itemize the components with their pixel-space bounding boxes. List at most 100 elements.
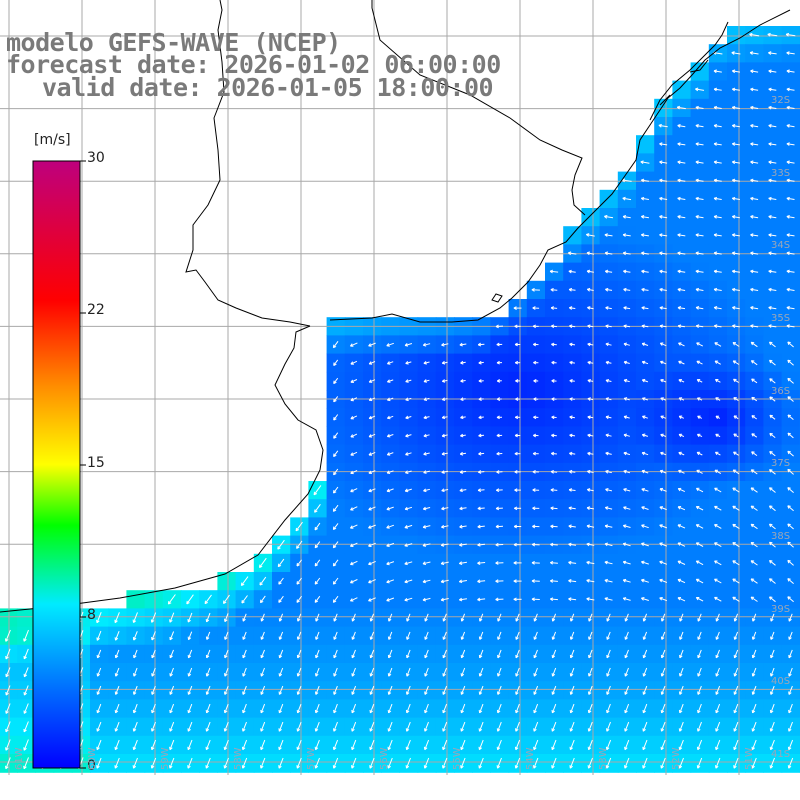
- wind-vector: [441, 415, 448, 420]
- wind-vector: [623, 287, 631, 292]
- wind-vector: [386, 561, 395, 566]
- wind-vector: [606, 685, 611, 695]
- wind-vector: [713, 105, 722, 110]
- wind-vector: [660, 685, 666, 695]
- wind-vector: [224, 685, 229, 695]
- wind-vector: [333, 703, 338, 714]
- wind-vector: [697, 685, 702, 695]
- wind-vector: [386, 506, 394, 511]
- wind-vector: [550, 542, 558, 547]
- wind-vector: [787, 450, 794, 457]
- wind-vector: [751, 378, 758, 384]
- wind-vector: [695, 124, 704, 128]
- wind-vector: [641, 524, 649, 529]
- wind-vector: [169, 721, 175, 732]
- wind-vector: [750, 596, 758, 602]
- wind-vector: [332, 541, 339, 549]
- wind-vector: [641, 597, 649, 601]
- wind-vector: [659, 215, 668, 219]
- wind-vector: [659, 469, 667, 474]
- lat-label-39s: 39S: [771, 604, 791, 615]
- wind-vector: [333, 486, 339, 494]
- wind-vector: [369, 685, 375, 695]
- wind-vector: [750, 341, 758, 348]
- wind-vector: [786, 142, 795, 146]
- wind-vector: [622, 251, 631, 256]
- wind-vector: [750, 160, 759, 165]
- wind-vector: [715, 613, 720, 622]
- wind-vector: [586, 597, 595, 601]
- wind-vector: [423, 433, 430, 438]
- wind-vector: [496, 721, 502, 732]
- wind-vector: [697, 631, 702, 640]
- wind-vector: [114, 721, 120, 732]
- wind-vector: [424, 649, 429, 659]
- colorbar-tick-0: 0: [87, 758, 96, 774]
- wind-vector: [715, 433, 721, 438]
- wind-vector: [697, 415, 703, 419]
- wind-vector: [406, 667, 411, 677]
- wind-vector: [351, 613, 356, 622]
- wind-vector: [641, 306, 649, 310]
- wind-vector: [260, 685, 266, 695]
- wind-vector: [496, 415, 503, 420]
- wind-vector: [605, 287, 613, 292]
- wind-vector: [369, 721, 375, 732]
- wind-vector: [422, 561, 431, 566]
- wind-vector: [423, 379, 430, 383]
- wind-vector: [733, 397, 739, 402]
- wind-vector: [459, 543, 467, 547]
- wind-vector: [679, 613, 684, 622]
- wind-vector: [678, 379, 685, 383]
- wind-vector: [478, 667, 484, 677]
- wind-vector: [623, 397, 630, 401]
- wind-vector: [459, 488, 467, 493]
- wind-vector: [478, 685, 484, 695]
- wind-vector: [569, 324, 576, 329]
- uruguay-brazil-coastline: [329, 9, 791, 323]
- wind-vector: [713, 306, 722, 310]
- wind-vector: [678, 721, 684, 732]
- wind-vector: [369, 649, 375, 659]
- wind-vector: [187, 721, 193, 732]
- wind-vector: [604, 233, 613, 237]
- lat-label-40s: 40S: [771, 676, 791, 687]
- wind-vector: [786, 324, 795, 328]
- wind-vector: [151, 631, 156, 641]
- wind-vector: [750, 215, 759, 219]
- wind-vector: [496, 378, 502, 383]
- wind-vector: [387, 721, 393, 732]
- wind-vector: [768, 178, 777, 183]
- wind-vector: [640, 196, 649, 201]
- wind-vector: [440, 543, 449, 547]
- wind-vector: [441, 360, 448, 365]
- wind-vector: [369, 739, 375, 751]
- wind-vector: [387, 361, 394, 365]
- wind-vector: [677, 160, 686, 165]
- wind-vector: [242, 721, 247, 732]
- wind-vector: [751, 721, 757, 732]
- wind-vector: [405, 433, 412, 438]
- wind-vector: [787, 739, 794, 751]
- wind-vector: [749, 32, 760, 37]
- wind-vector: [333, 721, 338, 732]
- wind-vector: [641, 560, 649, 565]
- wind-vector: [351, 649, 356, 659]
- wind-vector: [642, 631, 648, 640]
- wind-vector: [588, 631, 593, 640]
- wind-vector: [678, 469, 685, 474]
- wind-vector: [786, 269, 795, 274]
- wind-vector: [769, 578, 776, 584]
- wind-vector: [786, 178, 795, 183]
- wind-vector: [787, 596, 794, 603]
- wind-vector: [296, 739, 302, 751]
- wind-vector: [478, 721, 484, 732]
- wind-vector: [787, 505, 794, 512]
- wind-vector: [532, 451, 539, 456]
- wind-vector: [205, 612, 211, 623]
- wind-vector: [5, 721, 11, 733]
- wind-vector: [349, 579, 358, 584]
- wind-vector: [568, 579, 577, 583]
- wind-vector: [387, 739, 393, 751]
- wind-vector: [769, 396, 776, 402]
